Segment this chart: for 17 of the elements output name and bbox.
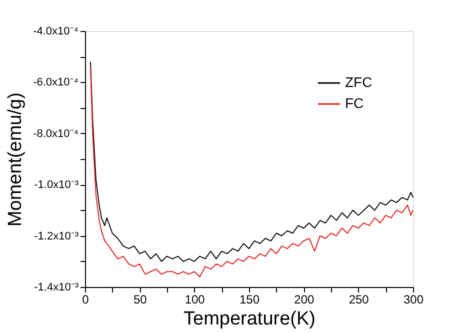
y-tick-label: -1.0x10⁻³ <box>34 179 79 192</box>
x-tick-label: 250 <box>348 292 370 306</box>
x-tick-label: 200 <box>294 292 314 306</box>
legend-label: ZFC <box>345 74 372 90</box>
x-tick-label: 150 <box>239 292 260 306</box>
x-axis-title: Temperature(K) <box>184 308 316 330</box>
y-tick-label: -6.0x10⁻⁴ <box>33 76 79 89</box>
x-tick-label: 100 <box>184 292 206 306</box>
x-tick-label: 50 <box>133 292 148 306</box>
y-tick-label: -1.4x10⁻³ <box>34 282 79 294</box>
y-tick-label: -4.0x10⁻⁴ <box>33 26 79 38</box>
legend-label: FC <box>345 95 364 111</box>
y-tick-label: -8.0x10⁻⁴ <box>33 128 79 140</box>
y-axis-title: Moment(emu/g) <box>5 92 26 227</box>
y-tick-label: -1.2x10⁻³ <box>34 230 79 242</box>
x-tick-label: 300 <box>403 292 424 306</box>
x-tick-label: 0 <box>82 292 90 306</box>
